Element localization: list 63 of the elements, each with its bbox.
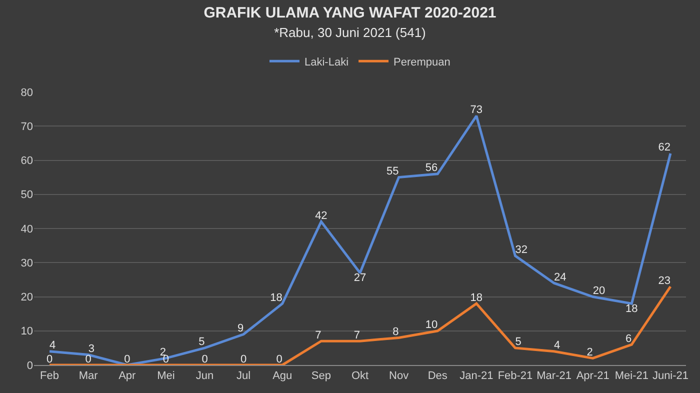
data-label: 6 — [626, 332, 632, 345]
y-tick-label: 40 — [20, 223, 33, 236]
data-label: 0 — [202, 353, 208, 366]
data-label: 7 — [354, 329, 360, 342]
y-tick-label: 20 — [20, 292, 33, 304]
y-tick-label: 30 — [20, 257, 33, 270]
x-tick-label: Des — [428, 370, 448, 382]
data-label: 42 — [315, 210, 328, 222]
legend-label: Laki-Laki — [304, 56, 349, 68]
y-tick-label: 60 — [20, 155, 33, 168]
data-label: 32 — [515, 244, 528, 256]
data-label: 18 — [470, 292, 483, 304]
x-tick-label: Agu — [272, 370, 292, 382]
chart-subtitle: *Rabu, 30 Juni 2021 (541) — [274, 25, 426, 40]
data-label: 20 — [592, 285, 606, 297]
data-label: 0 — [46, 353, 53, 366]
data-label: 9 — [237, 322, 244, 335]
x-tick-label: Juni-21 — [652, 370, 689, 382]
y-tick-label: 0 — [26, 360, 33, 372]
data-label: 0 — [85, 353, 92, 366]
x-tick-label: Apr-21 — [576, 370, 610, 382]
x-tick-label: Nov — [389, 370, 410, 382]
data-label: 55 — [386, 166, 399, 178]
data-label: 18 — [626, 302, 638, 315]
x-tick-label: Jan-21 — [460, 370, 494, 382]
data-label: 8 — [392, 326, 399, 338]
data-label: 0 — [240, 353, 247, 366]
y-tick-label: 50 — [20, 189, 33, 202]
data-label: 18 — [270, 292, 282, 304]
x-tick-label: Jun — [196, 370, 214, 382]
x-tick-label: Jul — [236, 370, 251, 382]
x-tick-label: Sep — [311, 370, 331, 382]
x-tick-label: Mei — [157, 370, 175, 382]
x-tick-label: Okt — [351, 370, 369, 382]
data-label: 7 — [315, 329, 322, 342]
x-tick-label: Feb-21 — [498, 370, 533, 382]
data-label: 62 — [658, 142, 670, 154]
data-label: 0 — [124, 353, 130, 366]
legend-label: Perempuan — [394, 56, 450, 68]
x-tick-label: Mei-21 — [614, 370, 648, 382]
data-label: 5 — [198, 336, 205, 348]
data-label: 3 — [88, 343, 94, 356]
chart-title: GRAFIK ULAMA YANG WAFAT 2020-2021 — [204, 4, 496, 22]
data-label: 2 — [586, 346, 593, 358]
data-label: 23 — [658, 274, 670, 287]
data-label: 0 — [276, 353, 282, 366]
data-label: 73 — [470, 104, 483, 116]
data-label: 56 — [425, 162, 438, 174]
y-tick-label: 80 — [20, 86, 33, 99]
data-label: 5 — [515, 336, 522, 348]
y-tick-label: 10 — [20, 326, 33, 338]
data-label: 4 — [50, 340, 56, 352]
x-tick-label: Feb — [40, 370, 60, 382]
line-series — [48, 285, 672, 365]
data-label: 24 — [554, 271, 566, 284]
x-tick-label: Mar-21 — [536, 370, 572, 382]
x-tick-label: Apr — [118, 370, 136, 382]
y-tick-label: 70 — [20, 120, 33, 133]
x-tick-label: Mar — [78, 370, 98, 382]
data-label: 27 — [354, 272, 366, 284]
line-series — [48, 114, 672, 365]
data-label: 4 — [554, 340, 560, 352]
data-label: 10 — [425, 319, 438, 332]
